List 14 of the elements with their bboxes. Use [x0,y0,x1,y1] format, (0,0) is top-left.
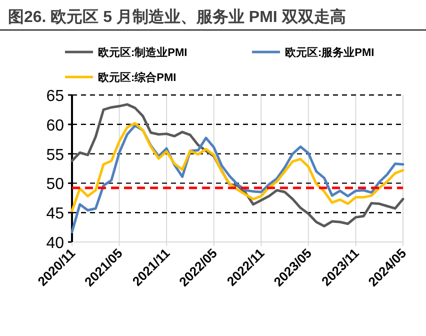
legend-label: 欧元区:服务业PMI [285,46,374,59]
legend-label: 欧元区:综合PMI [98,71,176,84]
y-tick-label: 50 [46,176,64,194]
legend-item: 欧元区:综合PMI [65,72,176,84]
y-tick-label: 65 [46,88,64,105]
legend-label: 欧元区:制造业PMI [98,46,188,59]
y-tick-label: 45 [46,206,64,223]
chart-title: 图26. 欧元区 5 月制造业、服务业 PMI 双双走高 [8,7,346,26]
legend-item: 欧元区:服务业PMI [252,47,374,59]
y-tick-label: 55 [46,146,64,164]
line-series [70,122,404,212]
y-tick-label: 40 [46,235,64,252]
y-tick-label: 60 [46,117,64,134]
legend-item: 欧元区:制造业PMI [65,47,188,59]
